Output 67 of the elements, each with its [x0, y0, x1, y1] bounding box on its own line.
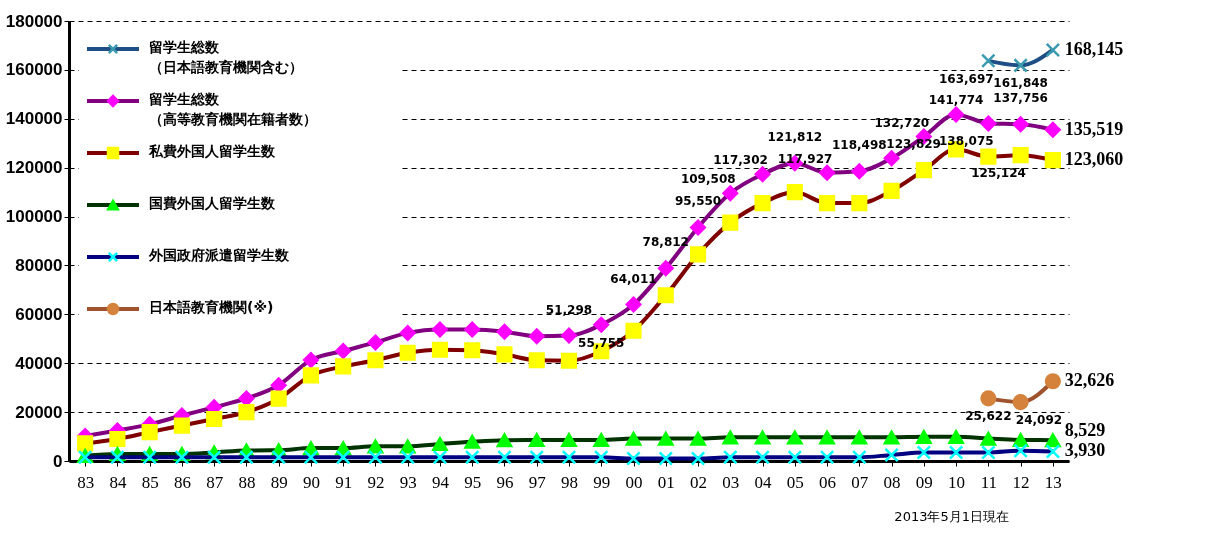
- x-tick-label: 05: [786, 472, 804, 492]
- x-tick-label: 02: [690, 472, 708, 492]
- y-tick-label: 180000: [5, 11, 63, 31]
- y-tick-label: 140000: [5, 109, 63, 129]
- x-tick-label: 92: [367, 472, 385, 492]
- legend-label: 外国政府派遣留学生数: [148, 247, 290, 263]
- x-tick-label: 89: [270, 472, 288, 492]
- data-label: 121,812: [767, 130, 823, 145]
- data-label: 141,774: [928, 93, 984, 108]
- x-tick-label: 96: [496, 472, 514, 492]
- data-label: 64,011: [610, 271, 657, 286]
- x-tick-label: 99: [593, 472, 611, 492]
- y-tick-label: 160000: [5, 60, 63, 80]
- x-tick-label: 01: [657, 472, 675, 492]
- x-tick-label: 94: [431, 472, 450, 492]
- legend-label: 日本語教育機関(※): [149, 299, 274, 315]
- x-tick-label: 07: [851, 472, 869, 492]
- legend-label: 私費外国人留学生数: [148, 143, 276, 159]
- data-label: 135,519: [1064, 118, 1124, 139]
- y-tick-label: 60000: [15, 304, 63, 324]
- data-label: 161,848: [993, 76, 1048, 91]
- data-label: 118,498: [831, 138, 887, 153]
- data-label: 117,302: [713, 153, 768, 168]
- legend-label: 留学生総数（高等教育機関在籍者数）: [149, 91, 317, 127]
- x-tick-label: 85: [141, 472, 159, 492]
- y-tick-label: 0: [53, 451, 63, 471]
- y-tick-label: 100000: [5, 207, 63, 227]
- data-label: 95,550: [674, 194, 722, 209]
- x-tick-label: 95: [464, 472, 482, 492]
- x-tick-label: 88: [238, 472, 256, 492]
- data-label: 163,697: [938, 71, 994, 86]
- x-tick-label: 10: [948, 472, 966, 492]
- y-tick-label: 80000: [15, 255, 63, 275]
- x-tick-label: 04: [754, 472, 773, 492]
- text: 2013年5月1日現在: [894, 509, 1009, 524]
- y-tick-label: 120000: [5, 158, 63, 178]
- x-tick-label: 11: [980, 472, 998, 492]
- data-label: 3,930: [1064, 440, 1106, 461]
- legend-label: 留学生総数（日本語教育機関含む）: [149, 39, 303, 75]
- x-tick-label: 13: [1044, 472, 1062, 492]
- data-label: 8,529: [1064, 420, 1106, 441]
- x-tick-label: 91: [335, 472, 353, 492]
- data-label: 32,626: [1064, 370, 1115, 391]
- data-label: 125,124: [971, 166, 1026, 181]
- x-tick-label: 93: [399, 472, 417, 492]
- x-tick-label: 84: [109, 472, 127, 492]
- x-tick-label: 86: [173, 472, 191, 492]
- data-label: 24,092: [1015, 413, 1063, 428]
- data-label: 51,298: [545, 302, 593, 317]
- data-label: 137,756: [993, 91, 1048, 106]
- x-tick-label: 03: [722, 472, 740, 492]
- data-label: 123,060: [1064, 149, 1124, 170]
- legend-label: 国費外国人留学生数: [149, 195, 276, 211]
- data-label: 168,145: [1064, 38, 1124, 59]
- x-tick-label: 97: [528, 472, 547, 492]
- x-tick-label: 83: [77, 472, 95, 492]
- x-tick-label: 09: [915, 472, 933, 492]
- data-label: 109,508: [680, 172, 736, 187]
- x-tick-label: 98: [561, 472, 578, 492]
- x-tick-label: 06: [819, 472, 837, 492]
- x-tick-label: 87: [206, 472, 224, 492]
- x-tick-label: 12: [1012, 472, 1030, 492]
- x-tick-label: 08: [883, 472, 901, 492]
- x-tick-label: 00: [625, 472, 643, 492]
- y-tick-label: 20000: [15, 402, 63, 422]
- y-tick-label: 40000: [15, 353, 63, 373]
- x-tick-label: 90: [302, 472, 320, 492]
